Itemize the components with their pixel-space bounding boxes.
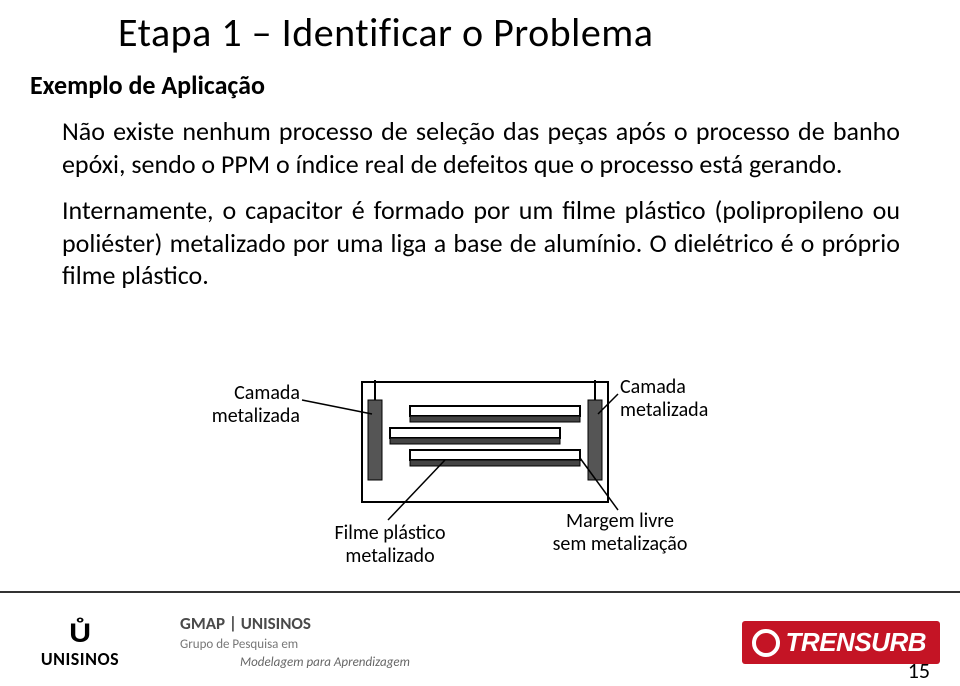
label-camada-right: Camada metalizada — [620, 376, 740, 422]
gmap-credit: GMAP | UNISINOS Grupo de Pesquisa em Mod… — [180, 612, 410, 672]
slide-subtitle: Exemplo de Aplicação — [0, 57, 960, 101]
slide-footer: Ů UNISINOS GMAP | UNISINOS Grupo de Pesq… — [0, 591, 960, 686]
capacitor-diagram: Camada metalizada Camada metalizada Film… — [200, 360, 760, 570]
slide-title: Etapa 1 – Identificar o Problema — [0, 0, 960, 57]
gmap-title: GMAP | UNISINOS — [180, 612, 410, 636]
gmap-line2: Modelagem para Aprendizagem — [180, 654, 410, 672]
trensurb-circle-icon — [752, 629, 780, 657]
gmap-line1: Grupo de Pesquisa em — [180, 636, 410, 654]
label-filme: Filme plástico metalizado — [320, 522, 460, 568]
unisinos-wordmark: UNISINOS — [41, 648, 119, 670]
trensurb-text: TRENSURB — [786, 627, 926, 658]
label-margem: Margem livre sem metalização — [550, 510, 690, 556]
paragraph-2: Internamente, o capacitor é formado por … — [0, 180, 960, 292]
paragraph-1: Não existe nenhum processo de seleção da… — [0, 101, 960, 180]
label-camada-left: Camada metalizada — [180, 382, 300, 428]
unisinos-logo: Ů UNISINOS — [20, 615, 140, 670]
page-number: 15 — [908, 657, 930, 684]
unisinos-mark-icon: Ů — [69, 615, 91, 650]
capacitor-cross-section — [360, 380, 610, 520]
